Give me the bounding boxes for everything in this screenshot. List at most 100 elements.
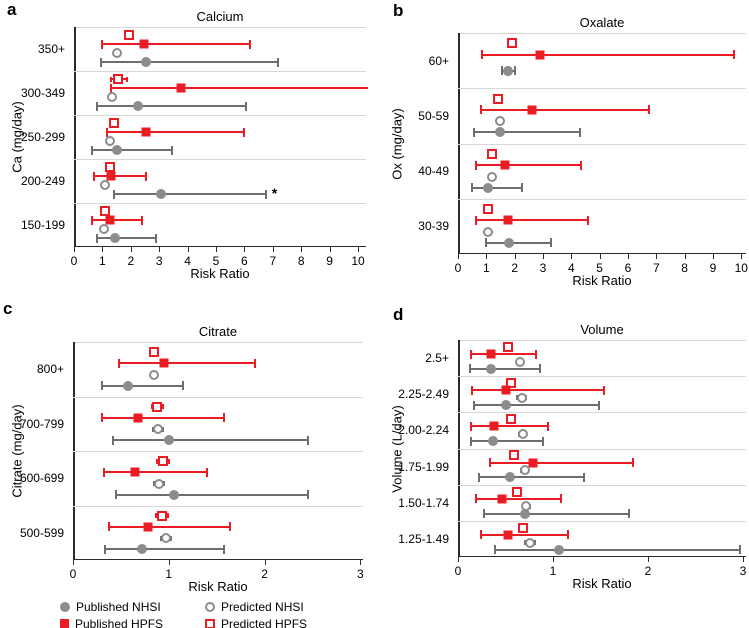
band-separator xyxy=(458,198,746,200)
panel-oxalate: b Oxalate Ox (mg/day) 0 1 2 3 4 5 6 7 8 9 10 60+ 50-… xyxy=(380,0,749,288)
legend-item-published-hpfs: Published HPFS xyxy=(60,617,205,628)
error-bar-cap xyxy=(479,105,482,115)
open-circle-marker xyxy=(149,369,160,380)
error-bar xyxy=(485,238,553,248)
open-square-marker xyxy=(503,341,514,352)
category-label: 50-59 xyxy=(418,108,449,123)
open-square-marker xyxy=(108,118,119,129)
x-axis-line xyxy=(73,558,363,560)
error-bar-cap xyxy=(494,545,497,555)
plot-top-border xyxy=(458,340,746,341)
open-circle-marker xyxy=(495,116,506,127)
error-bar-cap xyxy=(475,494,478,504)
filled-square-marker xyxy=(130,467,140,477)
category-label: 2.00-2.24 xyxy=(398,423,449,438)
error-bar xyxy=(105,127,246,137)
open-square-icon xyxy=(205,618,215,628)
error-bar xyxy=(473,400,600,410)
error-bar-cap xyxy=(182,381,185,391)
filled-square-marker xyxy=(500,160,510,170)
category-label: 150-199 xyxy=(20,218,65,232)
error-bar-cap xyxy=(580,160,583,170)
error-bar xyxy=(494,545,742,555)
category-label: 30-39 xyxy=(418,219,449,234)
error-bar-cap xyxy=(583,472,586,482)
error-bar-cap xyxy=(112,189,115,199)
x-tick xyxy=(458,254,459,259)
error-bar-cap xyxy=(100,381,103,391)
filled-square-marker xyxy=(159,358,169,368)
filled-circle-marker xyxy=(486,363,497,374)
error-bar-cap xyxy=(475,215,478,225)
error-bar-cap xyxy=(141,215,144,225)
band-separator xyxy=(74,159,366,160)
error-bar-cap xyxy=(109,83,112,93)
x-tick xyxy=(329,247,331,252)
error-bar xyxy=(475,160,583,170)
y-axis-line xyxy=(74,27,76,247)
x-tick xyxy=(264,560,266,565)
x-tick-label: 10 xyxy=(351,254,365,268)
filled-square-marker xyxy=(106,171,116,181)
open-circle-marker xyxy=(482,226,493,237)
filled-circle-marker xyxy=(553,544,564,555)
error-bar-cap xyxy=(603,385,606,395)
error-bar-cap xyxy=(112,435,115,445)
x-tick xyxy=(358,247,359,252)
x-tick-label: 1 xyxy=(482,261,490,275)
x-tick xyxy=(656,254,658,259)
category-label: 600-699 xyxy=(19,471,64,486)
plot-area: 0 1 2 3 4 5 6 7 8 9 10 60+ 50-59 40-49 30-39 xyxy=(418,33,748,275)
category-label: 250-299 xyxy=(20,130,65,144)
x-axis-line xyxy=(74,245,366,247)
filled-square-marker xyxy=(489,421,499,431)
x-tick-label: 3 xyxy=(155,254,163,268)
error-bar-cap xyxy=(223,413,226,423)
open-circle-marker xyxy=(100,180,111,191)
error-bar-cap xyxy=(500,66,503,76)
error-bar-cap xyxy=(91,145,94,155)
category-label: 300-349 xyxy=(20,86,65,100)
legend-item-predicted-hpfs: Predicted HPFS xyxy=(205,617,307,628)
error-bar-cap xyxy=(470,436,473,446)
panel-letter: a xyxy=(7,0,17,19)
error-bar-cap xyxy=(170,145,173,155)
band-separator xyxy=(458,520,746,522)
x-tick-label: 2 xyxy=(644,564,652,578)
plot-area: 0 1 2 3 4 5 6 7 8 9 10 350+ 300-349 250-299 200-249 * 15… xyxy=(21,27,368,268)
x-tick-label: 9 xyxy=(326,254,333,268)
error-bar xyxy=(103,544,226,554)
error-bar-cap xyxy=(489,458,492,468)
error-bar-cap xyxy=(150,404,153,410)
error-bar-cap xyxy=(103,544,106,554)
x-tick-label: 2 xyxy=(261,567,268,581)
error-bar-cap xyxy=(109,76,112,82)
band-separator xyxy=(73,451,363,452)
error-bar-cap xyxy=(631,458,634,468)
error-bar-cap xyxy=(538,364,541,374)
error-bar-cap xyxy=(470,421,473,431)
error-bar-cap xyxy=(513,66,516,76)
band-separator xyxy=(74,115,366,116)
error-bar xyxy=(482,509,630,519)
error-bar xyxy=(470,436,544,446)
open-square-marker xyxy=(517,522,528,533)
error-bar xyxy=(101,39,252,49)
error-bar-cap xyxy=(470,349,473,359)
category-label: 200-249 xyxy=(20,174,65,188)
error-bar-cap xyxy=(101,39,104,49)
filled-square-marker xyxy=(141,127,151,137)
filled-circle-marker xyxy=(505,472,516,483)
error-bar xyxy=(92,171,148,181)
error-bar xyxy=(117,358,256,368)
error-bar xyxy=(471,183,523,193)
open-circle-icon xyxy=(205,601,215,612)
error-bar xyxy=(475,494,562,504)
x-tick xyxy=(168,560,170,565)
error-bar-cap xyxy=(550,238,553,248)
filled-square-marker xyxy=(486,349,496,359)
error-bar xyxy=(471,385,606,395)
x-tick-label: 2 xyxy=(511,261,518,275)
error-bar xyxy=(95,233,158,243)
